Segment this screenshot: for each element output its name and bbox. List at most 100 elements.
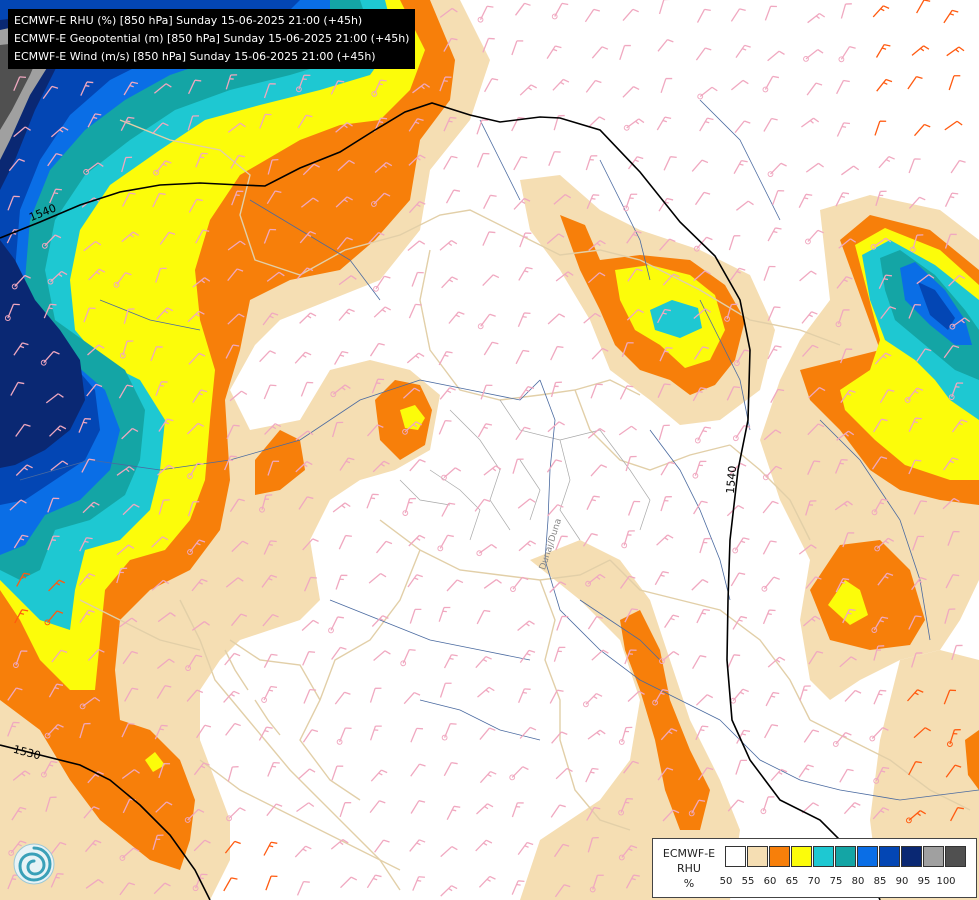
wind-barb (798, 193, 813, 208)
wind-barb (767, 227, 782, 242)
wind-barb (409, 608, 422, 624)
wind-barb (332, 502, 351, 513)
wind-barb (188, 198, 203, 213)
wind-barb (7, 721, 20, 737)
wind-barb (695, 47, 712, 61)
wind-barb (696, 608, 710, 624)
wind-barb (589, 874, 604, 893)
wind-barb (693, 346, 709, 360)
wind-barb (227, 268, 244, 282)
river-line (819, 419, 931, 641)
wind-barb (515, 426, 531, 441)
legend-swatch (791, 846, 812, 867)
legend-tick-label: 70 (807, 876, 821, 887)
coast-line (179, 599, 401, 891)
wind-barb (158, 763, 171, 779)
wind-barb (79, 609, 95, 623)
wind-barb (42, 85, 59, 99)
wind-barb (944, 233, 957, 249)
wind-barb (10, 381, 25, 396)
wind-barb (369, 342, 385, 357)
wind-barb (48, 579, 66, 592)
wind-barb (805, 576, 822, 589)
wind-barb (262, 312, 279, 326)
wind-barb (49, 188, 62, 204)
wind-barb (948, 274, 966, 287)
wind-barb (118, 384, 134, 399)
wind-barb (45, 796, 57, 812)
wind-barb (79, 722, 91, 739)
wind-barb (49, 425, 67, 437)
wind-barb (480, 384, 493, 400)
wind-barb (158, 499, 170, 515)
legend-swatches (725, 846, 967, 867)
wind-barb (446, 579, 464, 592)
wind-barb (692, 387, 707, 402)
info-line-geopotential: ECMWF-E Geopotential (m) [850 hPa] Sunda… (14, 32, 410, 45)
wind-barb (113, 272, 132, 288)
wind-barb (302, 729, 319, 743)
border-line (199, 759, 401, 871)
wind-barb (439, 7, 458, 18)
wind-barb (123, 81, 139, 96)
wind-barb (913, 500, 928, 515)
wind-barb (662, 809, 680, 822)
wind-barb (625, 874, 640, 889)
wind-barb (944, 608, 956, 624)
wind-barb (618, 425, 637, 436)
wind-barb (225, 344, 240, 359)
wind-barb (843, 802, 861, 815)
wind-barb (730, 8, 746, 22)
wind-barb (224, 652, 241, 666)
wind-barb (509, 766, 529, 781)
wind-barb (152, 834, 164, 850)
wind-barb (518, 266, 533, 281)
wind-barb (119, 882, 136, 896)
wind-barb (734, 120, 751, 134)
wind-barb (227, 766, 239, 782)
wind-barb (763, 265, 776, 281)
river-line (579, 599, 661, 661)
wind-barb (947, 530, 960, 546)
legend-tick-label: 60 (763, 876, 777, 887)
wind-barb (157, 464, 175, 476)
wind-barb (267, 159, 279, 175)
wind-barb (331, 646, 347, 660)
wind-barb (693, 308, 711, 319)
wind-barb (625, 455, 637, 472)
rhu-band-60-southeast (810, 540, 925, 650)
wind-barb (870, 237, 892, 250)
wind-barb (619, 575, 636, 589)
wind-barb (479, 727, 496, 741)
wind-barb (227, 313, 245, 325)
legend-swatch (813, 846, 834, 867)
wind-barb (656, 534, 674, 546)
wind-barb (916, 274, 935, 285)
wind-barb (621, 342, 634, 358)
wind-barb (916, 0, 931, 14)
wind-barb (872, 5, 890, 18)
legend-title: ECMWF-E RHU % (657, 846, 721, 891)
wind-barb (446, 805, 461, 820)
wind-barb (193, 762, 210, 776)
wind-barb (264, 423, 282, 435)
legend-tick-label: 100 (936, 876, 956, 887)
wind-barb (370, 769, 388, 782)
wind-barb (588, 239, 606, 251)
wind-barb (85, 839, 102, 853)
wind-barb (591, 347, 609, 360)
wind-barb (483, 194, 497, 209)
wind-barb (657, 767, 674, 781)
wind-barb (121, 427, 139, 440)
wind-barb (873, 418, 888, 433)
wind-barb (519, 649, 536, 663)
rhu-band-60-south (620, 610, 710, 830)
wind-barb (835, 578, 850, 593)
wind-barb (484, 78, 499, 93)
wind-barb (622, 86, 640, 98)
wind-barb (229, 390, 248, 402)
wind-barb (546, 233, 565, 245)
wind-barb (411, 271, 424, 287)
wind-barb (187, 115, 199, 131)
wind-barb (296, 267, 314, 280)
